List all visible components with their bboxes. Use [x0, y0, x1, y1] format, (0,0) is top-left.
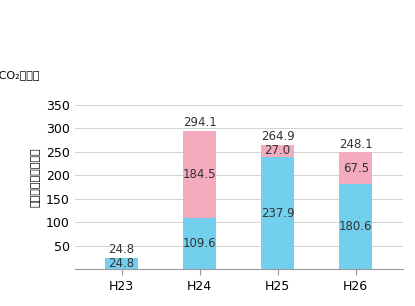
- Y-axis label: 前年度からの削減量: 前年度からの削減量: [30, 148, 40, 207]
- Bar: [183, 131, 216, 218]
- Text: 264.9: 264.9: [261, 130, 295, 143]
- Bar: [261, 157, 294, 269]
- Text: 237.9: 237.9: [261, 207, 295, 220]
- Text: 24.8: 24.8: [108, 243, 134, 256]
- Text: （CO₂トン）: （CO₂トン）: [0, 70, 40, 80]
- Text: 67.5: 67.5: [343, 162, 369, 175]
- Bar: [261, 144, 294, 157]
- Text: 184.5: 184.5: [183, 168, 216, 181]
- Text: 109.6: 109.6: [183, 237, 216, 250]
- Text: 294.1: 294.1: [183, 116, 217, 129]
- Bar: [339, 152, 372, 184]
- Bar: [183, 218, 216, 269]
- Bar: [105, 258, 138, 269]
- Text: 180.6: 180.6: [339, 220, 373, 233]
- Bar: [339, 184, 372, 269]
- Text: 248.1: 248.1: [339, 138, 373, 151]
- Text: 24.8: 24.8: [108, 257, 134, 270]
- Text: 27.0: 27.0: [265, 144, 291, 157]
